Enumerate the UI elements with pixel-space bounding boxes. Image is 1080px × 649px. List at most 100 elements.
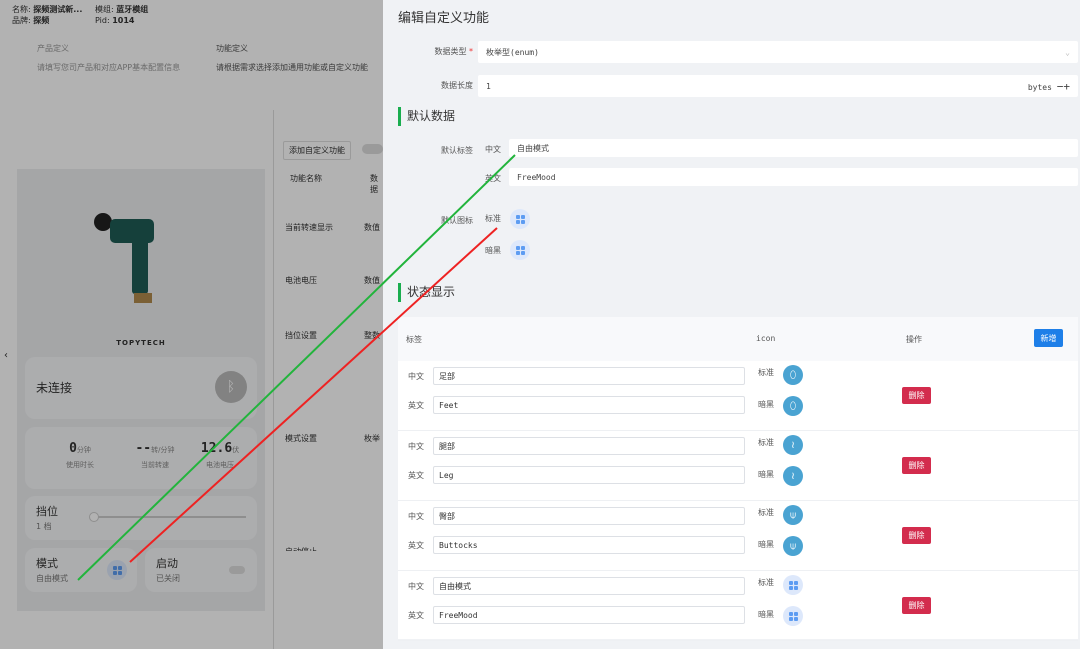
- mode-card[interactable]: 模式 自由模式: [25, 548, 137, 592]
- start-value: 已关闭: [156, 574, 180, 583]
- edit-dialog: 编辑自定义功能 数据类型 * 枚举型(enum) ⌄ 数据长度 1 bytes −+…: [383, 0, 1080, 649]
- grid-icon[interactable]: [510, 240, 530, 260]
- leg-icon[interactable]: ≀: [783, 466, 803, 486]
- start-label: 启动: [156, 557, 178, 570]
- device-image: [94, 209, 154, 303]
- background-page: 名称: 探频测试新... 品牌: 探频 模组: 蓝牙模组 Pid: 1014 产…: [0, 0, 383, 649]
- default-zh-input[interactable]: 自由模式: [509, 139, 1078, 157]
- data-length-label: 数据长度: [441, 81, 473, 90]
- buttocks-icon[interactable]: ⍦: [783, 536, 803, 556]
- bluetooth-icon[interactable]: ᛒ: [215, 371, 247, 403]
- minus-icon[interactable]: −: [1056, 79, 1064, 93]
- status-section: 状态显示: [398, 283, 455, 302]
- function-name: 启动停止: [285, 546, 317, 551]
- table-header: 标签 icon 操作 新增: [398, 317, 1078, 361]
- col-header: 操作: [906, 335, 922, 344]
- stat-value: 0: [69, 441, 77, 456]
- grid-icon[interactable]: [783, 606, 803, 626]
- table-row: 中文 腿部 英文 Leg 标准 ≀ 暗黑 ≀ 删除: [398, 431, 1078, 501]
- dark-label: 暗黑: [485, 246, 501, 255]
- grid-icon[interactable]: [510, 209, 530, 229]
- red-annotation-line: [129, 227, 498, 563]
- gear-label: 挡位: [36, 505, 58, 518]
- row-zh-input[interactable]: 腿部: [433, 437, 745, 455]
- en-label: 英文: [485, 174, 501, 183]
- en-label: 英文: [408, 541, 424, 550]
- leg-icon[interactable]: ≀: [783, 435, 803, 455]
- en-label: 英文: [408, 611, 424, 620]
- grid-icon[interactable]: [783, 575, 803, 595]
- plus-icon[interactable]: +: [1063, 79, 1070, 93]
- step-func-def[interactable]: 功能定义: [216, 44, 248, 53]
- dark-label: 暗黑: [758, 540, 774, 549]
- stats-card: 0分钟 使用时长 --转/分钟 当前转速 12.6伏 电池电压: [25, 427, 257, 489]
- stat-value: --: [135, 441, 152, 456]
- default-en-input[interactable]: FreeMood: [509, 168, 1078, 186]
- function-type: 枚举: [364, 434, 380, 443]
- table-row: 中文 臀部 英文 Buttocks 标准 ⍦ 暗黑 ⍦ 删除: [398, 501, 1078, 571]
- row-en-input[interactable]: Leg: [433, 466, 745, 484]
- dialog-title: 编辑自定义功能: [398, 11, 490, 26]
- delete-button[interactable]: 删除: [902, 387, 931, 404]
- delete-button[interactable]: 删除: [902, 527, 931, 544]
- dark-label: 暗黑: [758, 470, 774, 479]
- dark-label: 暗黑: [758, 400, 774, 409]
- row-zh-input[interactable]: 足部: [433, 367, 745, 385]
- stat-unit: 伏: [232, 446, 240, 454]
- function-table: 功能名称 数据 当前转速显示 数值 电池电压 数值 挡位设置 整数 模式设置 枚…: [282, 163, 383, 563]
- step-product-def[interactable]: 产品定义: [37, 44, 69, 53]
- gear-slider[interactable]: [89, 512, 246, 522]
- function-name: 模式设置: [285, 434, 317, 443]
- mode-label: 模式: [36, 557, 58, 570]
- zh-label: 中文: [408, 582, 424, 591]
- row-en-input[interactable]: Feet: [433, 396, 745, 414]
- data-length-value: 1: [486, 81, 491, 91]
- col-header: 功能名称: [290, 174, 322, 183]
- function-type: 数值: [364, 276, 380, 285]
- dark-label: 暗黑: [758, 610, 774, 619]
- add-button[interactable]: 新增: [1034, 329, 1063, 347]
- step-desc: 请根据需求选择添加通用功能或自定义功能: [216, 63, 368, 72]
- delete-button[interactable]: 删除: [902, 597, 931, 614]
- row-zh-input[interactable]: 自由模式: [433, 577, 745, 595]
- gear-value: 1 档: [36, 522, 52, 531]
- default-data-section: 默认数据: [398, 107, 455, 126]
- function-type: 整数: [364, 331, 380, 340]
- buttocks-icon[interactable]: ⍦: [783, 505, 803, 525]
- row-en-input[interactable]: Buttocks: [433, 536, 745, 554]
- start-card: 启动 已关闭: [145, 548, 257, 592]
- en-label: 英文: [408, 471, 424, 480]
- std-label: 标准: [758, 578, 774, 587]
- foot-icon[interactable]: ⬯: [783, 365, 803, 385]
- data-type-value: 枚举型(enum): [486, 47, 539, 57]
- zh-label: 中文: [408, 372, 424, 381]
- delete-button[interactable]: 删除: [902, 457, 931, 474]
- collapse-button[interactable]: ‹: [0, 350, 12, 366]
- foot-icon[interactable]: ⬯: [783, 396, 803, 416]
- data-type-label: 数据类型: [434, 47, 467, 56]
- row-en-input[interactable]: FreeMood: [433, 606, 745, 624]
- modal-overlay[interactable]: [0, 0, 383, 649]
- default-label-label: 默认标签: [441, 146, 473, 155]
- stat-unit: 转/分钟: [151, 446, 175, 454]
- stat-unit: 分钟: [76, 446, 91, 454]
- function-name: 电池电压: [285, 276, 317, 285]
- zh-label: 中文: [408, 512, 424, 521]
- toggle-switch[interactable]: [362, 144, 383, 154]
- add-custom-function-button[interactable]: 添加自定义功能: [283, 141, 351, 160]
- function-name: 当前转速显示: [285, 223, 333, 232]
- row-zh-input[interactable]: 臀部: [433, 507, 745, 525]
- data-length-input[interactable]: 1 bytes −+: [478, 75, 1078, 97]
- chevron-down-icon: ⌄: [1065, 47, 1070, 57]
- zh-label: 中文: [485, 145, 501, 154]
- col-header: icon: [756, 334, 776, 343]
- std-label: 标准: [758, 368, 774, 377]
- grid-icon: [107, 560, 127, 580]
- std-label: 标准: [758, 508, 774, 517]
- product-info: 名称: 探频测试新... 品牌: 探频: [12, 5, 83, 25]
- stat-label: 使用时长: [66, 461, 94, 469]
- brand-logo: TOPYTECH: [116, 339, 166, 347]
- gear-card: 挡位 1 档: [25, 496, 257, 540]
- data-type-select[interactable]: 枚举型(enum) ⌄: [478, 41, 1078, 63]
- start-toggle[interactable]: [229, 566, 245, 574]
